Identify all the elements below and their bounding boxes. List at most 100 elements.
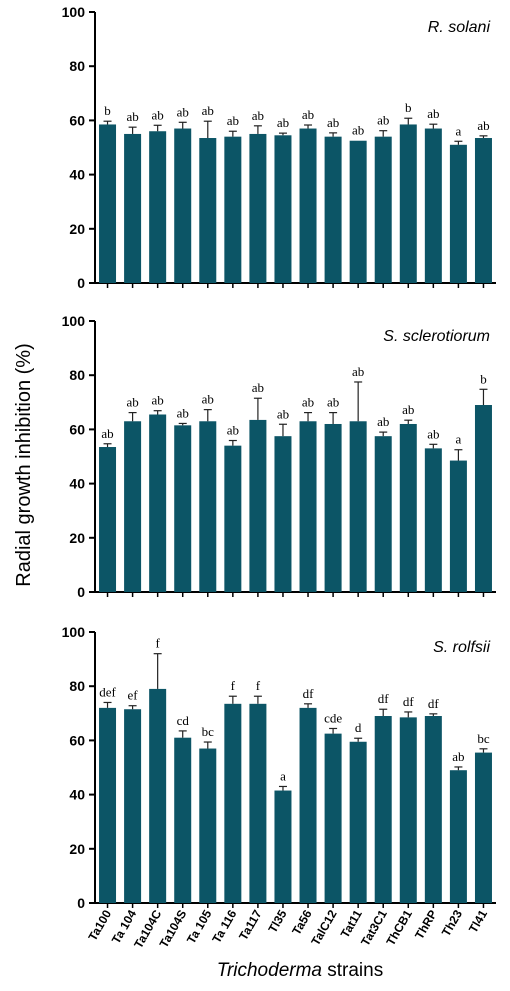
bar [299, 421, 317, 592]
significance-label: df [303, 686, 315, 701]
y-axis-label: Radial growth inhibition (%) [13, 343, 35, 586]
bar [274, 436, 292, 592]
bar [474, 752, 492, 903]
bar [374, 716, 392, 903]
significance-label: ab [101, 426, 113, 441]
significance-label: ab [126, 395, 138, 410]
bar [224, 703, 242, 903]
x-axis-label-italic: Trichoderma [217, 960, 322, 981]
significance-label: df [378, 691, 390, 706]
bar [374, 436, 392, 592]
panel-title: R. solani [428, 19, 491, 36]
y-tick-label: 60 [69, 732, 85, 748]
bar [349, 140, 367, 283]
significance-label: ab [126, 109, 138, 124]
y-tick-label: 100 [62, 4, 86, 20]
significance-label: ab [202, 392, 214, 407]
bar [224, 445, 242, 592]
significance-label: ab [177, 104, 189, 119]
significance-label: bc [202, 724, 215, 739]
significance-label: ef [128, 688, 139, 703]
bar [274, 135, 292, 283]
category-label: Ta56 [289, 907, 315, 937]
bar [199, 421, 217, 592]
y-tick-label: 100 [62, 624, 86, 640]
y-tick-label: 20 [69, 530, 85, 546]
significance-label: b [104, 103, 111, 118]
significance-label: ab [227, 423, 239, 438]
significance-label: df [403, 694, 415, 709]
bar [249, 419, 267, 592]
significance-label: a [280, 768, 286, 783]
bar [99, 124, 117, 283]
category-label: ThRP [412, 908, 440, 942]
significance-label: ab [152, 393, 164, 408]
bar [424, 128, 442, 283]
bar [249, 133, 267, 283]
bar [224, 136, 242, 283]
significance-label: ab [252, 380, 264, 395]
y-tick-label: 20 [69, 841, 85, 857]
y-tick-label: 80 [69, 367, 85, 383]
y-tick-label: 80 [69, 58, 85, 74]
significance-label: ab [452, 749, 464, 764]
significance-label: ab [402, 402, 414, 417]
bar [424, 448, 442, 592]
bar [174, 737, 192, 903]
y-tick-label: 40 [69, 787, 85, 803]
bar [124, 421, 142, 592]
y-tick-label: 40 [69, 476, 85, 492]
bar [449, 460, 467, 592]
significance-label: cde [324, 710, 342, 725]
significance-label: ab [352, 123, 364, 138]
significance-label: ab [377, 113, 389, 128]
significance-label: def [99, 684, 116, 699]
bar [99, 707, 117, 903]
bar [324, 423, 342, 592]
bar [299, 707, 317, 903]
significance-label: ab [152, 107, 164, 122]
bar [174, 128, 192, 283]
bar [449, 144, 467, 283]
bar [299, 128, 317, 283]
bar [374, 136, 392, 283]
bar [199, 138, 217, 283]
category-label: ThCB1 [383, 907, 415, 948]
significance-label: d [355, 720, 362, 735]
bar [399, 124, 417, 283]
bar [324, 733, 342, 903]
category-label: Ta 105 [184, 907, 215, 946]
significance-label: cd [177, 713, 190, 728]
bar [474, 138, 492, 283]
significance-label: ab [427, 426, 439, 441]
y-tick-label: 100 [62, 313, 86, 329]
significance-label: df [428, 696, 440, 711]
category-label: Th23 [439, 907, 465, 939]
bar [124, 133, 142, 283]
bar [399, 717, 417, 903]
significance-label: f [155, 636, 160, 651]
bar [274, 790, 292, 903]
y-tick-label: 40 [69, 167, 85, 183]
significance-label: a [456, 123, 462, 138]
y-tick-label: 0 [77, 895, 85, 911]
bar [424, 716, 442, 903]
significance-label: bc [477, 731, 490, 746]
significance-label: ab [352, 364, 364, 379]
bar [349, 421, 367, 592]
significance-label: ab [327, 395, 339, 410]
significance-label: a [456, 432, 462, 447]
significance-label: ab [302, 107, 314, 122]
bar [474, 405, 492, 592]
category-label: Ta117 [236, 907, 265, 942]
y-tick-label: 0 [77, 275, 85, 291]
y-tick-label: 80 [69, 678, 85, 694]
significance-label: ab [427, 106, 439, 121]
bar [449, 770, 467, 903]
bar [349, 741, 367, 903]
significance-label: f [231, 678, 236, 693]
